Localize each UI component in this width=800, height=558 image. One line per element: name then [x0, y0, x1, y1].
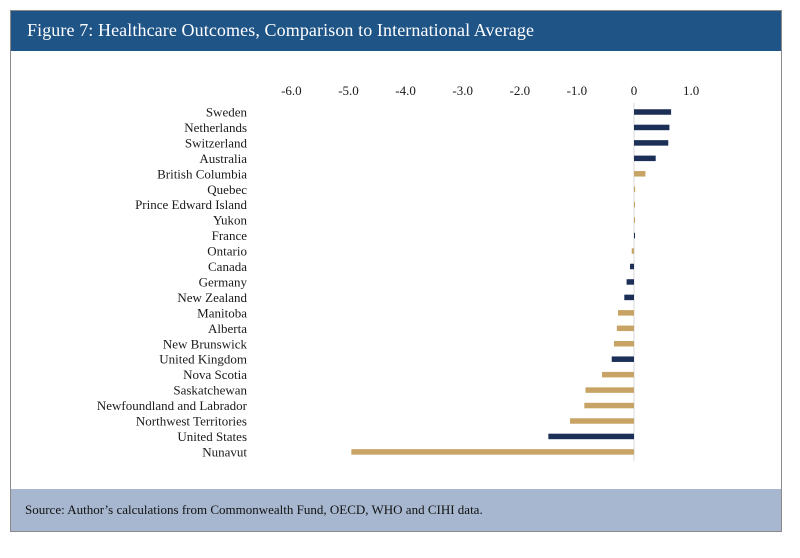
figure-frame: Figure 7: Healthcare Outcomes, Compariso… [10, 10, 782, 532]
x-tick-label: -5.0 [338, 83, 359, 98]
x-tick-label: -4.0 [395, 83, 416, 98]
category-label: Nunavut [202, 444, 247, 459]
category-label: Australia [199, 151, 247, 166]
category-label: United States [177, 429, 247, 444]
bar [634, 109, 672, 115]
bar [584, 402, 634, 409]
category-label: Yukon [213, 213, 247, 228]
bar-chart: -6.0 -5.0 -4.0 -3.0 -2.0 -1.0 0 1.0 SwedenNether… [97, 83, 699, 461]
source-note: Source: Author’s calculations from Commo… [25, 502, 483, 517]
category-label: Ontario [207, 244, 247, 259]
bar [634, 124, 670, 131]
bar [602, 371, 634, 378]
bar [570, 418, 634, 424]
category-label: Alberta [208, 321, 247, 336]
category-label: United Kingdom [159, 352, 247, 367]
category-label: Netherlands [184, 120, 247, 135]
chart-area: -6.0 -5.0 -4.0 -3.0 -2.0 -1.0 0 1.0 Sweden Nether… [11, 51, 781, 485]
x-tick-label: -1.0 [567, 83, 588, 98]
bar [634, 217, 635, 223]
category-label: Newfoundland and Labrador [97, 398, 248, 413]
bar [585, 387, 634, 393]
category-label: Manitoba [197, 305, 247, 320]
category-label: Switzerland [185, 135, 248, 150]
source-bar: Source: Author’s calculations from Commo… [11, 489, 781, 531]
bar [351, 449, 634, 455]
category-label: Canada [208, 259, 247, 274]
category-label: France [212, 228, 248, 243]
bar [626, 279, 634, 285]
bar [634, 171, 646, 177]
bar [630, 263, 634, 270]
x-tick-label: -2.0 [510, 83, 531, 98]
category-label: Prince Edward Island [135, 197, 247, 212]
bar [634, 232, 635, 239]
x-tick-label: 1.0 [683, 83, 699, 98]
figure-title: Figure 7: Healthcare Outcomes, Compariso… [27, 20, 535, 40]
x-tick-label: -6.0 [281, 83, 302, 98]
category-label: Northwest Territories [136, 414, 247, 429]
title-bar: Figure 7: Healthcare Outcomes, Compariso… [11, 11, 781, 51]
x-tick-label: -3.0 [452, 83, 473, 98]
category-label: British Columbia [157, 166, 247, 181]
category-label: Germany [199, 274, 248, 289]
bar [634, 140, 669, 146]
x-tick-label: 0 [631, 83, 638, 98]
bar [616, 325, 634, 332]
category-label: New Zealand [177, 290, 247, 305]
bar [624, 294, 634, 301]
category-label: Nova Scotia [183, 367, 247, 382]
bar [614, 341, 634, 347]
bar [548, 433, 634, 440]
category-label: Sweden [206, 105, 248, 120]
category-label: Saskatchewan [173, 383, 247, 398]
category-label: New Brunswick [163, 336, 248, 351]
category-label: Quebec [207, 182, 247, 197]
bar [611, 356, 634, 362]
bar [634, 186, 636, 192]
bar [634, 201, 635, 208]
bar [618, 310, 634, 316]
bar [631, 248, 634, 254]
bar [634, 155, 656, 162]
